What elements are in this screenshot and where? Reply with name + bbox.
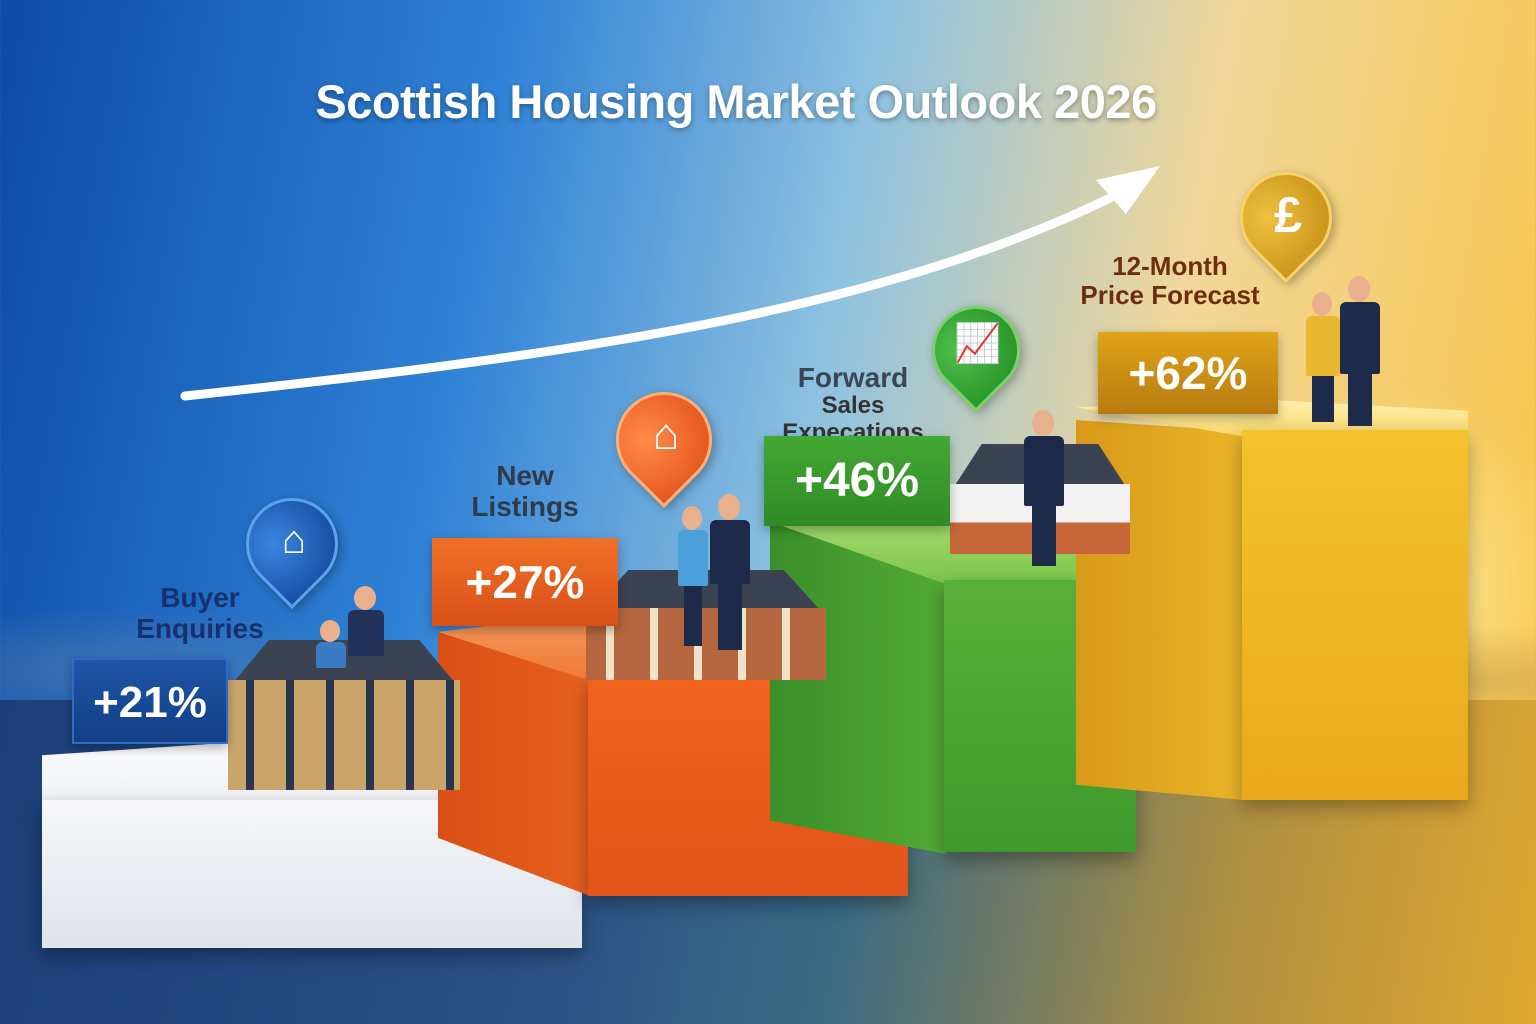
bar-front: [1242, 430, 1468, 800]
metric-value-buyer-enquiries: +21%: [72, 658, 228, 744]
metric-value-forward-sales: +46%: [764, 436, 950, 526]
house-icon: ⌂: [652, 410, 680, 459]
metric-value-new-listings: +27%: [432, 538, 618, 626]
label-line-2: Enquiries: [136, 613, 264, 645]
bar-chart-trend-icon: 📈: [954, 323, 1002, 365]
terraced-houses-illustration: [586, 570, 826, 680]
house-icon: ⌂: [281, 518, 307, 562]
tenement-building-illustration: [228, 640, 460, 790]
label-line-1: Forward: [797, 362, 909, 393]
label-line-1: 12-Month: [1112, 251, 1228, 281]
metric-label-buyer-enquiries: Buyer Enquiries: [100, 582, 300, 645]
label-line-1: Buyer: [160, 582, 240, 613]
label-line-2: Price Forecast: [1080, 280, 1260, 311]
metric-label-price-forecast: 12-Month Price Forecast: [1070, 251, 1270, 311]
metric-value-price-forecast: +62%: [1098, 332, 1278, 414]
pound-sign-icon: £: [1274, 187, 1302, 243]
metric-label-forward-sales: Forward Sales Expecations: [748, 362, 958, 447]
label-line-1: New: [496, 460, 554, 491]
page-title: Scottish Housing Market Outlook 2026: [315, 75, 1157, 128]
metric-label-new-listings: New Listings: [455, 460, 595, 523]
label-line-2: Listings: [471, 491, 579, 523]
bar-side: [770, 520, 946, 854]
